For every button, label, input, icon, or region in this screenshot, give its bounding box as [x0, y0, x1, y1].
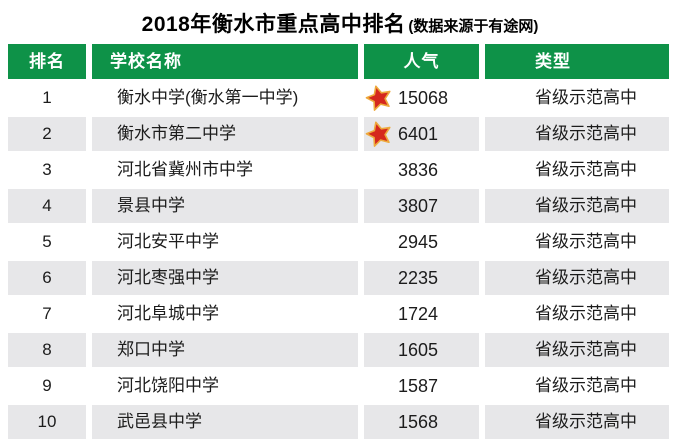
type-cell: 省级示范高中 — [485, 189, 669, 223]
star-icon — [364, 228, 398, 256]
rank-cell: 5 — [8, 225, 86, 259]
ranking-table: 排名 学校名称 人气 类型 1 衡水中学(衡水第一中学) 15068 省级示范高… — [8, 44, 669, 439]
popularity-cell: 6401 — [364, 117, 479, 151]
school-name-cell: 衡水中学(衡水第一中学) — [92, 81, 358, 115]
popularity-cell: 15068 — [364, 81, 479, 115]
type-cell: 省级示范高中 — [485, 369, 669, 403]
type-cell: 省级示范高中 — [485, 81, 669, 115]
popularity-cell: 1724 — [364, 297, 479, 331]
rank-cell: 3 — [8, 153, 86, 187]
popularity-value: 1568 — [398, 412, 439, 432]
popularity-cell: 3836 — [364, 153, 479, 187]
rank-cell: 2 — [8, 117, 86, 151]
type-cell: 省级示范高中 — [485, 153, 669, 187]
star-icon — [364, 372, 398, 400]
popularity-cell: 1587 — [364, 369, 479, 403]
rank-cell: 9 — [8, 369, 86, 403]
popularity-value: 1605 — [398, 340, 439, 360]
star-icon — [364, 336, 398, 364]
popularity-cell: 1568 — [364, 405, 479, 439]
popularity-value: 3807 — [398, 196, 439, 216]
popularity-value: 6401 — [398, 124, 439, 144]
school-name-cell: 景县中学 — [92, 189, 358, 223]
star-icon — [364, 408, 398, 436]
rank-cell: 10 — [8, 405, 86, 439]
school-name-cell: 河北省冀州市中学 — [92, 153, 358, 187]
column-header-school: 学校名称 — [92, 44, 358, 79]
star-icon — [364, 84, 398, 112]
rank-cell: 8 — [8, 333, 86, 367]
popularity-cell: 1605 — [364, 333, 479, 367]
column-header-type: 类型 — [485, 44, 669, 79]
school-name-cell: 衡水市第二中学 — [92, 117, 358, 151]
title-source-note: (数据来源于有途网) — [408, 18, 539, 35]
popularity-cell: 2235 — [364, 261, 479, 295]
star-icon — [364, 120, 398, 148]
popularity-value: 2235 — [398, 268, 439, 288]
popularity-value: 1724 — [398, 304, 439, 324]
rank-cell: 7 — [8, 297, 86, 331]
school-name-cell: 河北枣强中学 — [92, 261, 358, 295]
type-cell: 省级示范高中 — [485, 405, 669, 439]
page-title: 2018年衡水市重点高中排名 (数据来源于有途网) — [0, 0, 680, 38]
school-name-cell: 河北安平中学 — [92, 225, 358, 259]
school-name-cell: 河北阜城中学 — [92, 297, 358, 331]
rank-cell: 1 — [8, 81, 86, 115]
popularity-cell: 2945 — [364, 225, 479, 259]
column-header-popularity: 人气 — [364, 44, 479, 79]
star-icon — [364, 156, 398, 184]
rank-cell: 6 — [8, 261, 86, 295]
title-main: 2018年衡水市重点高中排名 — [141, 13, 406, 36]
school-name-cell: 武邑县中学 — [92, 405, 358, 439]
school-name-cell: 河北饶阳中学 — [92, 369, 358, 403]
rank-cell: 4 — [8, 189, 86, 223]
popularity-cell: 3807 — [364, 189, 479, 223]
type-cell: 省级示范高中 — [485, 117, 669, 151]
type-cell: 省级示范高中 — [485, 333, 669, 367]
type-cell: 省级示范高中 — [485, 225, 669, 259]
type-cell: 省级示范高中 — [485, 297, 669, 331]
popularity-value: 3836 — [398, 160, 439, 180]
star-icon — [364, 300, 398, 328]
type-cell: 省级示范高中 — [485, 261, 669, 295]
star-icon — [364, 264, 398, 292]
star-icon — [364, 192, 398, 220]
school-name-cell: 郑口中学 — [92, 333, 358, 367]
popularity-value: 1587 — [398, 376, 439, 396]
popularity-value: 2945 — [398, 232, 439, 252]
column-header-rank: 排名 — [8, 44, 86, 79]
popularity-value: 15068 — [398, 88, 449, 108]
